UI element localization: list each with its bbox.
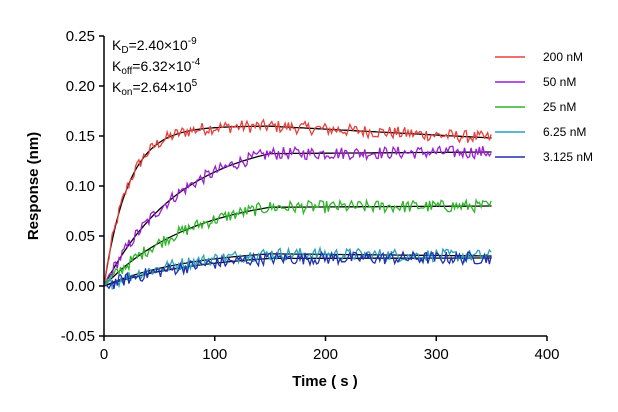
y-ticks: -0.05 0.00 0.05 0.10 0.15 0.20 0.25 (61, 28, 104, 345)
y-tick-label: -0.05 (61, 328, 95, 345)
kon-sub: on (121, 87, 132, 98)
legend-label: 200 nM (543, 50, 583, 64)
koff-value: =6.32×10 (132, 58, 191, 74)
x-tick-label: 400 (534, 346, 559, 363)
series-line (103, 198, 492, 287)
fit-line (103, 151, 492, 287)
legend: 200 nM 50 nM 25 nM 6.25 nM 3.125 nM (495, 50, 593, 164)
y-tick-label: 0.25 (66, 28, 95, 45)
x-ticks: 0 100 200 300 400 (100, 336, 560, 363)
data-series (103, 118, 492, 290)
koff-label: K (112, 58, 122, 74)
x-tick-label: 300 (424, 346, 449, 363)
legend-label: 6.25 nM (543, 125, 586, 139)
y-tick-label: 0.15 (66, 128, 95, 145)
x-tick-label: 100 (202, 346, 227, 363)
series-line (103, 145, 492, 287)
koff-annotation: Koff=6.32×10-4 (112, 57, 201, 77)
legend-label: 50 nM (543, 75, 576, 89)
y-tick-label: 0.00 (66, 278, 95, 295)
koff-exp: -4 (191, 57, 200, 68)
kd-value: =2.40×10 (129, 37, 188, 53)
kd-label: K (112, 37, 122, 53)
koff-sub: off (121, 66, 132, 77)
x-tick-label: 200 (313, 346, 338, 363)
x-tick-label: 0 (100, 346, 108, 363)
y-axis-title: Response (nm) (25, 132, 42, 240)
y-tick-label: 0.05 (66, 228, 95, 245)
kd-exp: -9 (188, 36, 197, 47)
y-tick-label: 0.20 (66, 78, 95, 95)
kon-label: K (112, 79, 122, 95)
kon-exp: 5 (192, 78, 198, 89)
kd-sub: D (121, 45, 128, 56)
y-tick-label: 0.10 (66, 178, 95, 195)
legend-label: 25 nM (543, 100, 576, 114)
series-line (103, 250, 492, 290)
x-axis-title: Time ( s ) (292, 373, 358, 390)
series-line (103, 118, 492, 287)
legend-label: 3.125 nM (543, 150, 593, 164)
kon-value: =2.64×10 (132, 79, 191, 95)
kd-annotation: KD=2.40×10-9 (112, 36, 197, 56)
kon-annotation: Kon=2.64×105 (112, 78, 198, 98)
series-line (103, 245, 492, 290)
